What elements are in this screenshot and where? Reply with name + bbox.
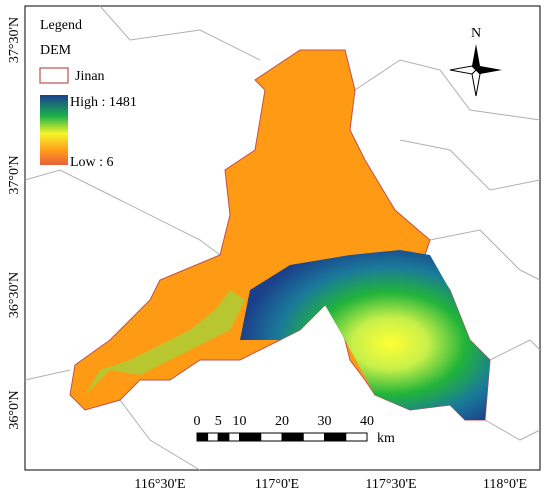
scale-unit: km bbox=[377, 431, 395, 446]
scale-segment bbox=[207, 432, 219, 442]
scale-segment bbox=[281, 432, 304, 442]
north-label: N bbox=[471, 26, 481, 41]
jinan-dem-hills bbox=[85, 290, 245, 395]
latitude-labels: 37°30'N 37°0'N 36°30'N 36°0'N bbox=[7, 17, 22, 430]
scale-segment bbox=[302, 432, 325, 442]
lat-label: 37°0'N bbox=[7, 155, 22, 194]
north-arrow: N bbox=[449, 26, 502, 97]
longitude-labels: 116°30'E 117°0'E 117°30'E 118°0'E bbox=[134, 477, 527, 492]
scale-segment bbox=[260, 432, 283, 442]
scale-segment bbox=[217, 432, 230, 442]
scale-segment bbox=[239, 432, 262, 442]
scale-tick-label: 30 bbox=[318, 414, 332, 429]
scale-tick-label: 40 bbox=[360, 414, 374, 429]
scale-tick-label: 0 bbox=[194, 414, 201, 429]
scale-segment bbox=[228, 432, 240, 442]
legend-layer: DEM bbox=[40, 43, 72, 58]
scale-tick-label: 5 bbox=[215, 414, 222, 429]
legend-low: Low : 6 bbox=[70, 155, 114, 170]
legend-high: High : 1481 bbox=[70, 95, 137, 110]
scale-segment bbox=[345, 432, 368, 442]
lon-label: 118°0'E bbox=[483, 477, 527, 492]
lon-label: 117°30'E bbox=[365, 477, 416, 492]
scale-segment bbox=[324, 432, 347, 442]
lat-label: 37°30'N bbox=[7, 17, 22, 63]
lat-label: 36°30'N bbox=[7, 272, 22, 318]
lon-label: 116°30'E bbox=[134, 477, 185, 492]
jinan-dem-highland bbox=[240, 250, 490, 420]
lat-label: 36°0'N bbox=[7, 390, 22, 429]
scale-segment bbox=[196, 432, 209, 442]
scale-tick-label: 10 bbox=[233, 414, 247, 429]
legend-title: Legend bbox=[40, 18, 82, 33]
lon-label: 117°0'E bbox=[255, 477, 299, 492]
scale-tick-label: 20 bbox=[275, 414, 289, 429]
neighbor-boundaries bbox=[24, 5, 541, 471]
legend-ramp bbox=[40, 95, 68, 165]
legend-boundary: Jinan bbox=[75, 69, 105, 84]
legend-boundary-swatch bbox=[39, 67, 69, 84]
